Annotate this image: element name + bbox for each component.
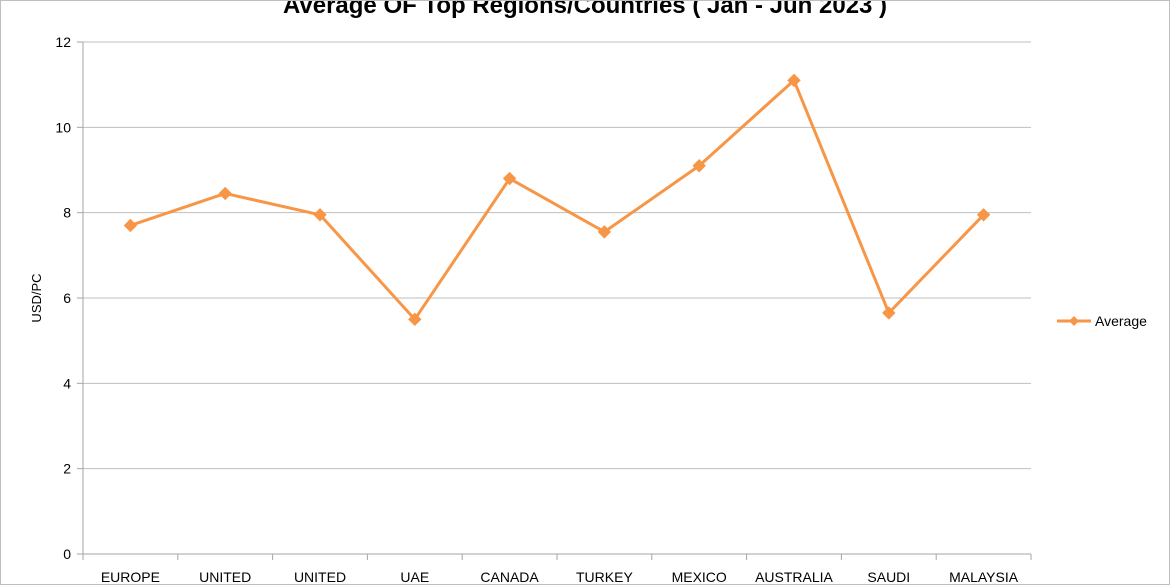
chart-title: Average OF Top Regions/Countries ( Jan -… — [283, 1, 887, 19]
x-tick-label: SAUDI — [867, 569, 910, 584]
legend: Average — [1057, 313, 1147, 329]
x-tick-label: MEXICO — [672, 569, 727, 584]
data-point-marker — [313, 208, 327, 222]
data-point-marker — [408, 312, 422, 327]
y-tick-labels: 0 2 4 6 8 10 12 — [55, 34, 71, 562]
data-point-marker — [123, 218, 138, 233]
x-tick-label: TURKEY — [576, 569, 633, 584]
data-point-marker — [692, 159, 706, 173]
y-tick-label: 4 — [63, 375, 71, 391]
data-point-marker — [976, 208, 991, 222]
x-tick-labels: EUROPE UNITED UNITED UAE CANADA TURKEY MEXICO A… — [101, 569, 1019, 584]
x-tick-label: UNITED — [294, 569, 346, 584]
x-tick-label: MALAYSIA — [949, 569, 1019, 584]
x-tick-label: CANADA — [480, 569, 539, 584]
y-tick-label: 6 — [63, 290, 71, 306]
y-tick-label: 8 — [63, 205, 71, 221]
y-tick-label: 10 — [55, 119, 71, 135]
data-point-marker — [787, 73, 801, 88]
series-line — [129, 78, 985, 321]
data-point-marker — [218, 186, 232, 201]
y-axis-title: USD/PC — [29, 273, 44, 322]
x-tick-label: UNITED — [199, 569, 251, 584]
legend-label: Average — [1095, 313, 1147, 329]
gridlines — [83, 41, 1031, 470]
series-average — [123, 73, 991, 327]
legend-marker — [1069, 316, 1079, 326]
y-tick-label: 0 — [63, 546, 71, 562]
y-tick-label: 2 — [63, 461, 71, 477]
x-tick-label: AUSTRALIA — [755, 569, 833, 584]
x-tick-label: EUROPE — [101, 569, 160, 584]
y-tick-label: 12 — [55, 34, 71, 50]
x-tick-label: UAE — [400, 569, 429, 584]
axes — [77, 41, 1032, 560]
data-point-marker — [597, 225, 612, 239]
data-point-marker — [502, 171, 517, 186]
data-point-marker — [882, 306, 896, 320]
